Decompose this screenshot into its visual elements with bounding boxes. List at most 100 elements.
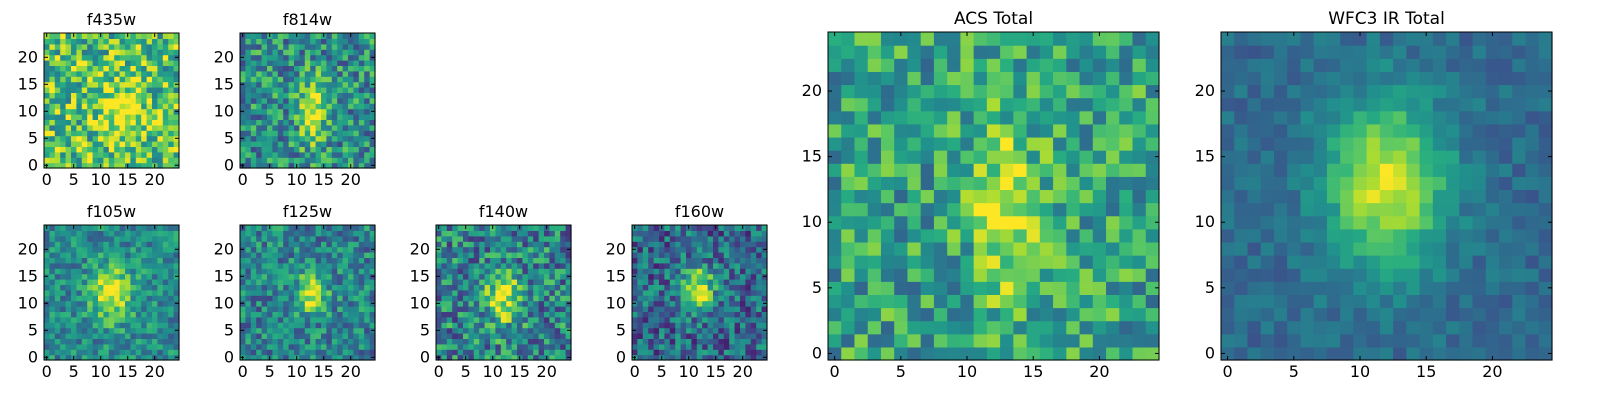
heatmap-cell <box>348 119 354 126</box>
heatmap-cell <box>173 241 180 248</box>
heatmap-cell <box>353 49 360 56</box>
heatmap-cell <box>321 76 327 83</box>
heatmap-cell <box>331 268 338 275</box>
heatmap-cell <box>348 87 354 93</box>
heatmap-cell <box>337 354 344 361</box>
heatmap-cell <box>310 311 317 318</box>
heatmap-cell <box>245 279 252 285</box>
heatmap-cell <box>500 273 507 280</box>
heatmap-cell <box>642 338 649 345</box>
heatmap-cell <box>152 157 158 164</box>
heatmap-cell <box>146 141 153 147</box>
heatmap-cell <box>103 130 110 137</box>
heatmap-cell <box>549 322 556 329</box>
heatmap-cell <box>1106 268 1120 282</box>
heatmap-cell <box>729 327 736 334</box>
heatmap-cell <box>321 135 327 142</box>
heatmap-cell <box>294 81 300 88</box>
heatmap-cell <box>648 284 655 291</box>
heatmap-cell <box>146 289 153 296</box>
heatmap-cell <box>315 70 322 77</box>
heatmap-cell <box>1406 307 1421 322</box>
heatmap-cell <box>310 257 317 264</box>
heatmap-cell <box>256 311 263 318</box>
heatmap-cell <box>60 279 67 285</box>
heatmap-cell <box>1446 215 1460 230</box>
heatmap-cell <box>283 81 290 88</box>
heatmap-cell <box>506 235 513 242</box>
heatmap-cell <box>473 225 480 231</box>
heatmap-cell <box>331 241 338 248</box>
heatmap-cell <box>76 103 83 110</box>
heatmap-cell <box>54 97 61 104</box>
heatmap-cell <box>130 65 137 72</box>
heatmap-cell <box>157 151 164 158</box>
heatmap-cell <box>452 262 459 269</box>
heatmap-cell <box>315 65 322 72</box>
heatmap-cell <box>267 141 273 147</box>
heatmap-cell <box>1538 202 1553 217</box>
heatmap-cell <box>245 151 252 158</box>
heatmap-cell <box>326 54 333 61</box>
heatmap-cell <box>304 295 311 302</box>
y-tick-label: 10 <box>18 101 38 120</box>
heatmap-cell <box>495 333 502 339</box>
heatmap-cell <box>642 327 649 334</box>
heatmap-cell <box>353 327 360 334</box>
heatmap-cell <box>713 311 719 318</box>
heatmap-cell <box>92 92 99 99</box>
heatmap-cell <box>76 43 83 50</box>
heatmap-cell <box>364 151 371 158</box>
heatmap-cell <box>707 279 714 285</box>
heatmap-cell <box>1446 241 1460 256</box>
heatmap-cell <box>49 151 56 158</box>
heatmap-cell <box>364 108 371 115</box>
heatmap-cell <box>267 146 273 153</box>
heatmap-cell <box>87 295 94 302</box>
heatmap-cell <box>277 81 284 88</box>
heatmap-cell <box>108 349 115 356</box>
heatmap-cell <box>348 284 354 291</box>
heatmap-cell <box>1419 176 1434 191</box>
heatmap-cell <box>973 176 988 191</box>
heatmap-cell <box>841 71 856 86</box>
heatmap-cell <box>1353 307 1368 322</box>
heatmap-cell <box>468 343 475 350</box>
heatmap-cell <box>1459 255 1474 269</box>
heatmap-cell <box>369 119 376 126</box>
heatmap-cell <box>310 300 317 307</box>
heatmap-cell <box>267 257 273 264</box>
heatmap-cell <box>146 225 153 231</box>
heatmap-cell <box>125 124 131 131</box>
heatmap-cell <box>1260 320 1275 335</box>
heatmap-cell <box>364 65 371 72</box>
heatmap-cell <box>1000 346 1014 361</box>
heatmap-cell <box>511 349 518 356</box>
heatmap-cell <box>108 225 115 231</box>
heatmap-cell <box>880 110 895 125</box>
heatmap-cell <box>973 307 988 322</box>
heatmap-cell <box>669 257 676 264</box>
heatmap-cell <box>680 235 687 242</box>
heatmap-cell <box>240 257 246 264</box>
heatmap-cell <box>664 327 671 334</box>
heatmap-cell <box>60 252 67 258</box>
heatmap-cell <box>1234 333 1249 348</box>
heatmap-cell <box>71 49 77 56</box>
heatmap-cell <box>146 235 153 242</box>
heatmap-cell <box>135 354 142 361</box>
heatmap-cell <box>446 338 453 345</box>
heatmap-cell <box>554 225 561 231</box>
heatmap-cell <box>98 114 104 120</box>
heatmap-cell <box>76 65 83 72</box>
heatmap-cell <box>479 262 486 269</box>
heatmap-cell <box>65 246 72 253</box>
heatmap-cell <box>1313 215 1328 230</box>
heatmap-cell <box>108 135 115 142</box>
heatmap-cell <box>240 124 246 131</box>
heatmap-cell <box>653 268 660 275</box>
heatmap-cell <box>49 49 56 56</box>
heatmap-cell <box>54 262 61 269</box>
heatmap-cell <box>44 146 50 153</box>
heatmap-cell <box>321 38 327 45</box>
